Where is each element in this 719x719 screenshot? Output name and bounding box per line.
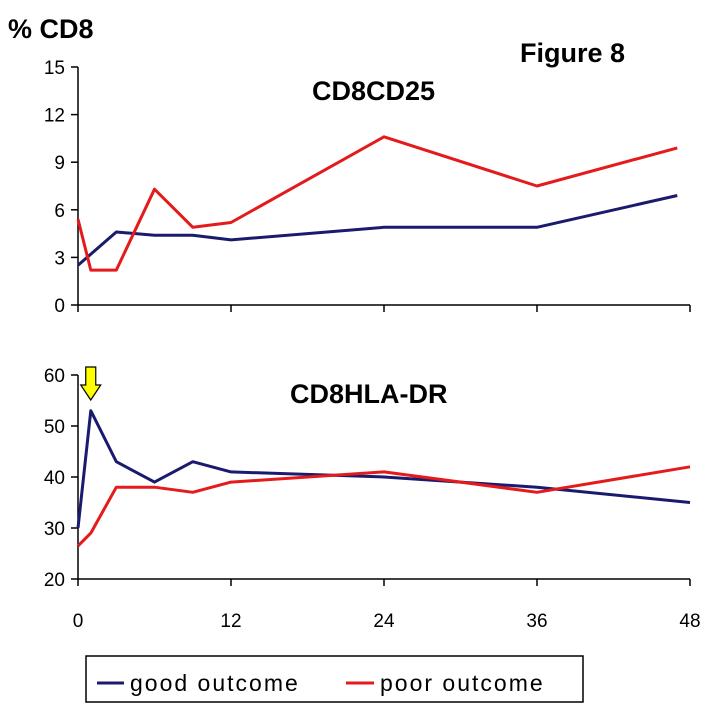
legend: good outcome poor outcome (85, 655, 584, 703)
x-tick-label: 24 (373, 611, 395, 632)
legend-label-poor: poor outcome (380, 670, 545, 696)
x-tick-label: 12 (220, 611, 241, 632)
chart-title: CD8CD25 (312, 76, 435, 106)
figure-title: Figure 8 (520, 38, 625, 68)
series-line-good-outcome (77, 194, 678, 267)
y-axis-label: % CD8 (8, 14, 94, 44)
x-tick-label: 36 (526, 611, 547, 632)
y-tick-label: 50 (44, 417, 65, 438)
chart-title: CD8HLA-DR (290, 379, 448, 409)
series-line-poor-outcome (76, 135, 678, 272)
x-tick-label: 0 (73, 611, 84, 632)
x-tick-label: 48 (679, 611, 700, 632)
y-tick-label: 9 (54, 153, 65, 174)
y-tick-label: 40 (44, 468, 65, 489)
series-line-poor-outcome (76, 465, 691, 547)
y-tick-label: 15 (44, 58, 65, 79)
y-tick-label: 60 (44, 366, 65, 387)
y-tick-label: 0 (54, 296, 65, 317)
yellow-arrow-icon (79, 366, 102, 402)
y-tick-label: 3 (54, 248, 65, 269)
y-tick-label: 30 (44, 519, 65, 540)
chart-cd8cd25: CD8CD25 0 3 6 9 12 15 (44, 58, 691, 317)
legend-label-good: good outcome (130, 670, 300, 696)
chart-cd8hla-dr: CD8HLA-DR 20 30 40 50 60 0 12 24 36 48 (44, 366, 701, 632)
series-line-good-outcome (76, 409, 691, 529)
y-tick-label: 6 (54, 201, 65, 222)
y-tick-label: 12 (44, 106, 65, 127)
y-tick-label: 20 (44, 570, 65, 591)
legend-box (85, 655, 584, 703)
